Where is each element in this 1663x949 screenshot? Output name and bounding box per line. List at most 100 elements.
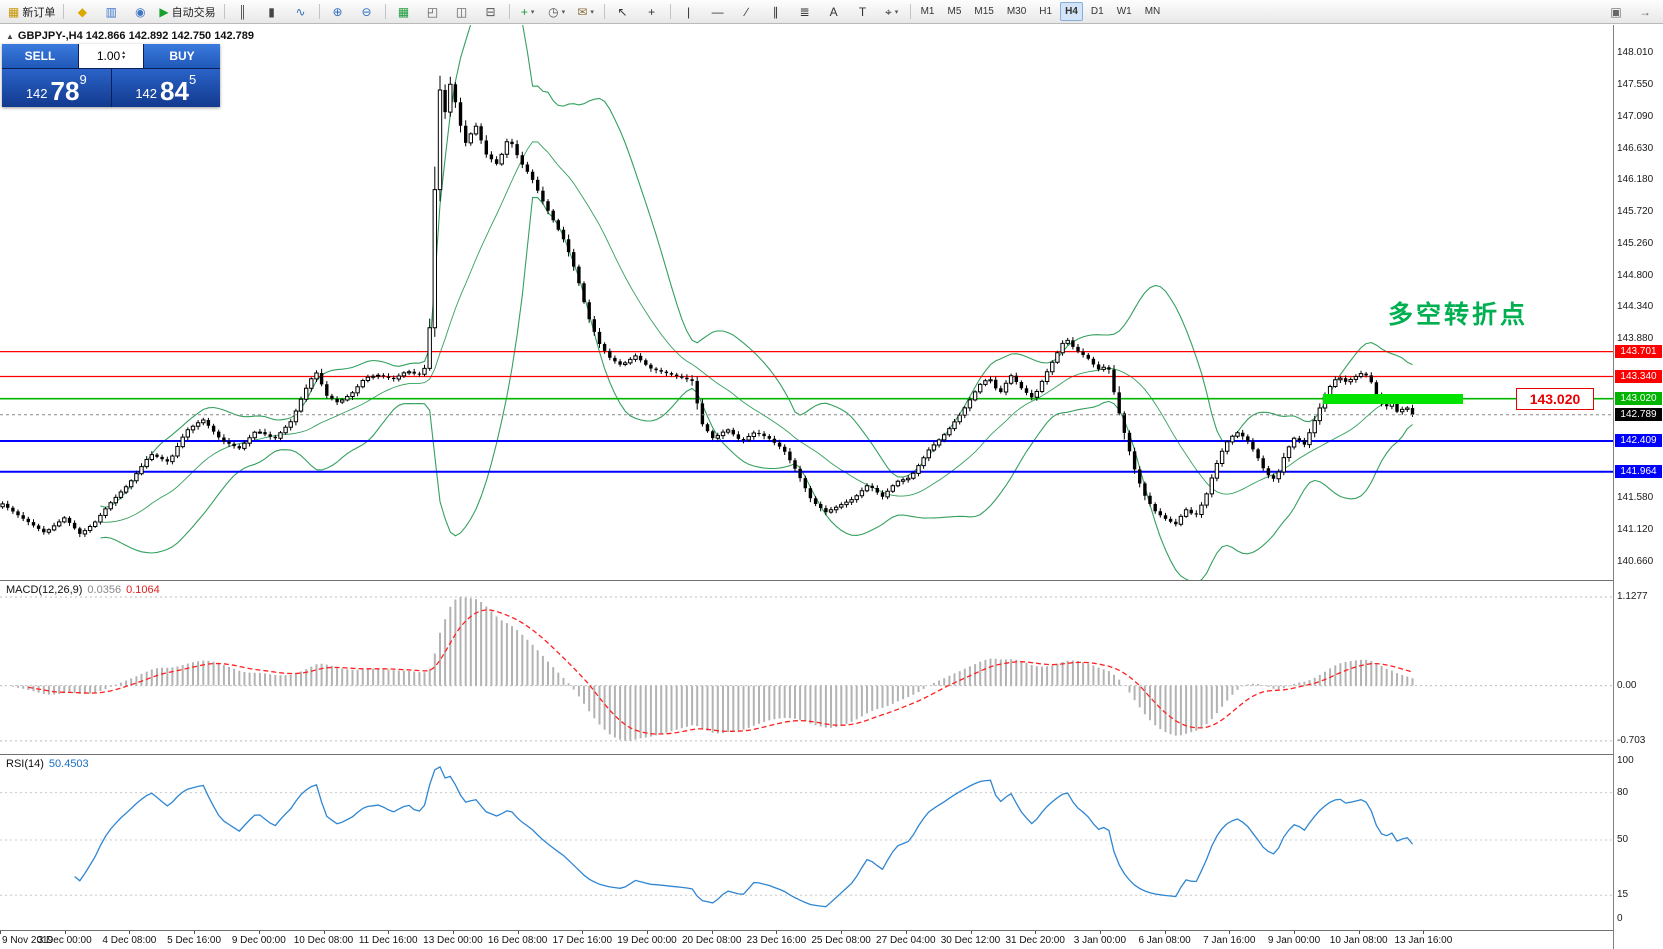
buy-price-prefix: 142	[135, 86, 158, 101]
timeframe-mn-button[interactable]: MN	[1144, 6, 1161, 17]
templates-button[interactable]: ✉ ▾	[572, 1, 600, 23]
auto-trading-icon: ▶	[159, 4, 169, 19]
timeframe-m15-button[interactable]: M15	[974, 6, 994, 17]
timeframe-m30-button[interactable]: M30	[1006, 6, 1027, 17]
indicators-button[interactable]: + ▾	[514, 1, 542, 23]
new-order-button[interactable]: ▦ 新订单	[4, 1, 59, 23]
cursor-button[interactable]: ↖	[609, 1, 637, 23]
zoom-in-button[interactable]: ⊕	[324, 1, 352, 23]
candlestick-chart-button[interactable]: ▮	[258, 1, 286, 23]
bar-chart-button[interactable]: ║	[229, 1, 257, 23]
tile-horizontal-button[interactable]: ◫	[448, 1, 476, 23]
level-price-label-143.701: 143.701	[1615, 345, 1662, 359]
toolbar-separator	[909, 4, 911, 19]
zoom-out-button[interactable]: ⊖	[353, 1, 381, 23]
price-tick-141.580: 141.580	[1617, 492, 1654, 504]
rsi-indicator-label: RSI(14) 50.4503	[6, 758, 89, 770]
buy-button[interactable]: BUY	[144, 44, 220, 68]
price-axis[interactable]: 148.010 147.550 147.090 146.630 146.180 145.7…	[1613, 25, 1663, 949]
bullish-candle-bodies	[0, 83, 1410, 535]
arrows-button[interactable]: ⌖ ▾	[878, 1, 906, 23]
auto-trading-button[interactable]: ▶ 自动交易	[155, 1, 219, 23]
rsi-tick-80: 80	[1617, 786, 1629, 798]
time-tick	[1358, 931, 1360, 934]
macd-panel-chart[interactable]	[0, 581, 1613, 754]
help-icon: →	[1639, 4, 1651, 19]
one-click-collapse-icon[interactable]: ▲	[6, 31, 14, 41]
time-tick	[970, 931, 972, 934]
auto-trading-button-label: 自动交易	[171, 6, 216, 19]
sell-price-big: 78	[50, 76, 80, 106]
symbol-header: ▲ GBPJPY-,H4 142.866 142.892 142.750 142…	[6, 30, 254, 42]
time-label: 11 Dec 16:00	[358, 935, 418, 946]
indicators-icon: +	[520, 4, 528, 19]
current-price-label: 142.789	[1615, 408, 1662, 422]
buy-price-big: 84	[160, 76, 189, 106]
cascade-windows-button[interactable]: ◰	[419, 1, 447, 23]
sell-button[interactable]: SELL	[2, 44, 78, 68]
panel-separator[interactable]	[0, 754, 1663, 755]
text-label-button[interactable]: T	[849, 1, 877, 23]
rsi-tick-50: 50	[1617, 834, 1629, 845]
timeframe-d1-button[interactable]: D1	[1090, 6, 1104, 17]
data-window-button[interactable]: ▣	[1602, 1, 1630, 23]
tile-windows-button[interactable]: ▦	[390, 1, 418, 23]
time-axis[interactable]: 9 Nov 2019 3 Dec 00:00 4 Dec 08:00 5 Dec 16…	[0, 931, 1613, 949]
bollinger-lower-band	[100, 196, 1413, 580]
main-price-chart[interactable]	[0, 25, 1613, 580]
data-window-icon: ▣	[1610, 4, 1622, 19]
volume-value: 1.00	[96, 49, 121, 63]
price-tick-143.880: 143.880	[1617, 333, 1654, 345]
equidistant-channel-button[interactable]: ∥	[762, 1, 790, 23]
toolbar: ▦ 新订单 ◆ ▥ ◉ ▶ 自动交易 ║ ▮ ∿ ⊕ ⊖ ▦ ◰ ◫ ⊟ + ▾ ◷ ▾ ✉ ▾ ↖ + | — ∕ ∥ ≣ A T ⌖ ▾ M1…	[0, 0, 1663, 24]
crosshair-button[interactable]: +	[638, 1, 666, 23]
price-tick-146.180: 146.180	[1617, 174, 1654, 185]
charts-icon: ▥	[105, 4, 118, 19]
fibonacci-button[interactable]: ≣	[791, 1, 819, 23]
price-tick-145.720: 145.720	[1617, 205, 1654, 217]
price-tick-147.090: 147.090	[1617, 111, 1654, 123]
periods-button[interactable]: ◷ ▾	[543, 1, 571, 23]
zoom-out-icon: ⊖	[361, 4, 372, 19]
timeframe-m1-button[interactable]: M1	[920, 6, 935, 17]
charts-button[interactable]: ▥	[97, 1, 125, 23]
volume-decrease-button[interactable]: ▾	[122, 55, 126, 61]
panel-separator[interactable]	[0, 580, 1663, 581]
metaeditor-button[interactable]: ◆	[68, 1, 96, 23]
tile-vertical-button[interactable]: ⊟	[477, 1, 505, 23]
timeframe-h1-button[interactable]: H1	[1039, 6, 1053, 17]
level-price-label-142.409: 142.409	[1615, 434, 1662, 448]
trendline-icon: ∕	[745, 4, 748, 19]
time-tick	[1035, 931, 1037, 934]
time-label: 10 Dec 08:00	[293, 935, 354, 946]
text-label-icon: T	[858, 4, 867, 19]
bollinger-middle-band	[100, 141, 1413, 523]
toolbar-right-group: ▣ →	[1602, 1, 1659, 23]
community-icon: ◉	[135, 4, 146, 19]
line-chart-button[interactable]: ∿	[287, 1, 315, 23]
toolbar-separator	[603, 4, 605, 19]
timeframe-w1-button[interactable]: W1	[1116, 6, 1132, 17]
timeframe-h4-button[interactable]: H4	[1060, 2, 1083, 21]
help-button[interactable]: →	[1631, 1, 1659, 23]
timeframe-m5-button[interactable]: M5	[947, 6, 962, 17]
time-tick	[647, 931, 648, 934]
community-button[interactable]: ◉	[126, 1, 154, 23]
trendline-button[interactable]: ∕	[733, 1, 761, 23]
horizontal-line-button[interactable]: —	[704, 1, 732, 23]
vertical-line-button[interactable]: |	[675, 1, 703, 23]
panel-separator[interactable]	[0, 930, 1663, 931]
time-label: 25 Dec 08:00	[811, 935, 871, 946]
volume-increase-button[interactable]: ▴	[122, 50, 126, 56]
volume-field[interactable]: 1.00 ▴ ▾	[79, 44, 143, 68]
key-level-highlight[interactable]	[1323, 394, 1463, 404]
time-label: 3 Jan 00:00	[1073, 935, 1127, 946]
time-label: 9 Jan 00:00	[1267, 935, 1321, 946]
rsi-panel-chart[interactable]	[0, 755, 1613, 930]
time-tick	[194, 931, 196, 934]
time-tick	[582, 931, 584, 934]
price-callout-label[interactable]: 143.020	[1516, 388, 1594, 410]
turning-point-annotation[interactable]: 多空转折点	[1388, 301, 1529, 329]
time-label: 31 Dec 20:00	[1005, 935, 1065, 946]
text-button[interactable]: A	[820, 1, 848, 23]
